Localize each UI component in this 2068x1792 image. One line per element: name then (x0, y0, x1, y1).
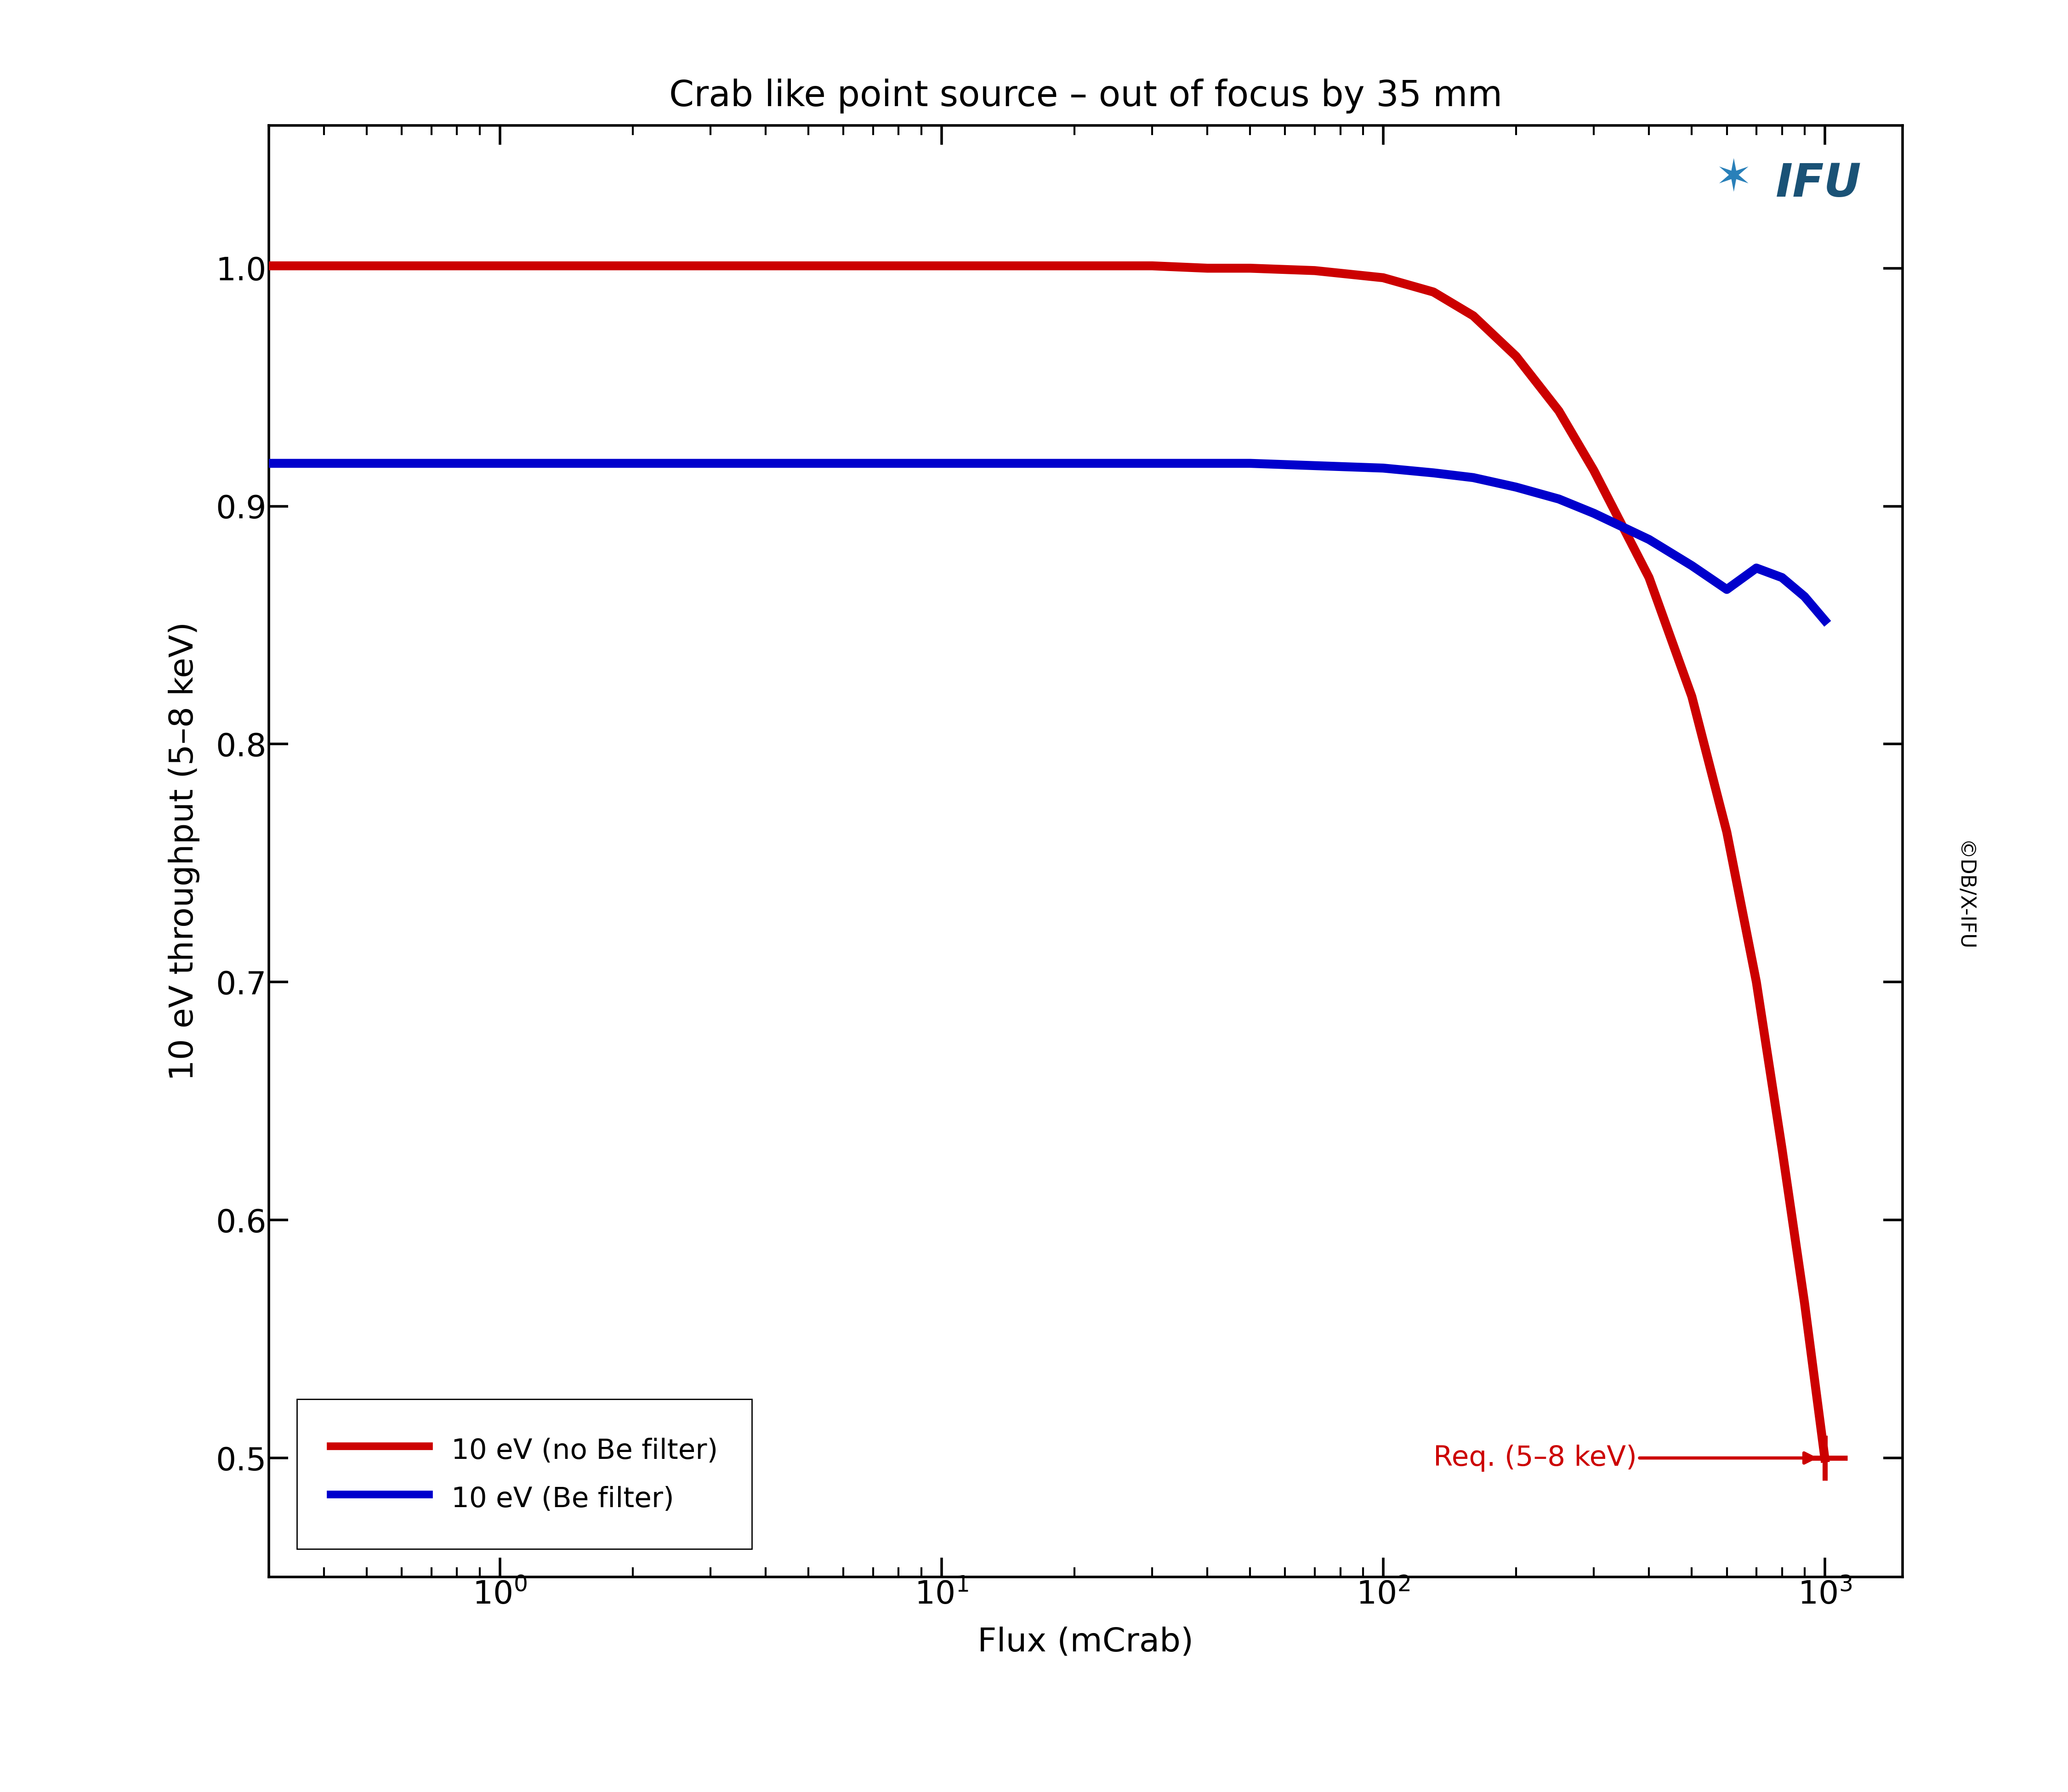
Legend: 10 eV (no Be filter), 10 eV (Be filter): 10 eV (no Be filter), 10 eV (Be filter) (298, 1400, 753, 1548)
Text: Req. (5–8 keV): Req. (5–8 keV) (1433, 1444, 1814, 1471)
Text: ©DB/X-IFU: ©DB/X-IFU (1954, 840, 1975, 952)
Text: ✶: ✶ (1714, 158, 1752, 201)
X-axis label: Flux (mCrab): Flux (mCrab) (978, 1627, 1193, 1658)
Text: IFU: IFU (1776, 161, 1861, 206)
Title: Crab like point source – out of focus by 35 mm: Crab like point source – out of focus by… (670, 79, 1501, 113)
Y-axis label: 10 eV throughput (5–8 keV): 10 eV throughput (5–8 keV) (168, 622, 201, 1081)
